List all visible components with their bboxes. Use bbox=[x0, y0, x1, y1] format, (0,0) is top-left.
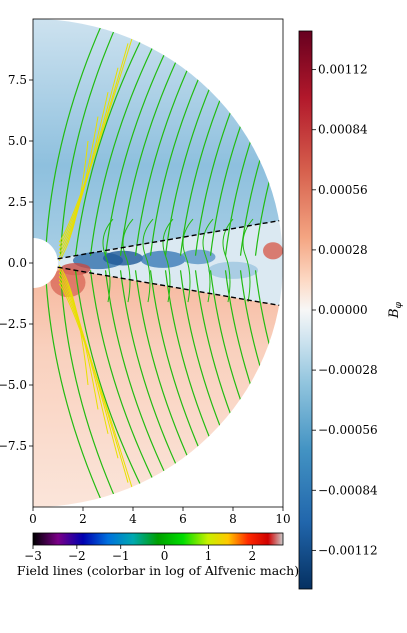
colorbar-bphi-tick-label: −0.00084 bbox=[318, 483, 378, 497]
x-tick-label: 6 bbox=[179, 512, 187, 526]
field-line bbox=[202, 218, 214, 303]
y-tick-label: 0.0 bbox=[8, 256, 27, 270]
field-line bbox=[58, 67, 119, 250]
colorbar-bphi-tick-label: −0.00028 bbox=[318, 363, 378, 377]
field-line bbox=[58, 276, 119, 459]
field-line bbox=[122, 218, 134, 303]
field-line bbox=[254, 19, 283, 256]
y-tick-label: −2.5 bbox=[0, 317, 27, 331]
disk-patch bbox=[140, 250, 186, 268]
field-line bbox=[58, 19, 139, 243]
field-line bbox=[59, 19, 129, 256]
disk-patch bbox=[263, 242, 283, 260]
x-tick-label: 4 bbox=[129, 512, 137, 526]
disk-boundary-lower bbox=[57, 266, 280, 307]
y-axis: 7.5 5.0 2.5 0.0 −2.5 −5.0 −7.5 bbox=[0, 73, 33, 453]
colorbar-mach-tick-label: 0 bbox=[161, 549, 169, 563]
colorbar-mach-gradient bbox=[32, 532, 284, 546]
colorbar-mach-ticks: −3 −2 −1 0 1 2 bbox=[24, 545, 256, 563]
colorbar-bphi-tick-label: 0.00028 bbox=[318, 243, 368, 257]
x-tick-label: 10 bbox=[275, 512, 290, 526]
colorbar-mach-tick-label: −2 bbox=[68, 549, 86, 563]
y-tick-label: 2.5 bbox=[8, 195, 27, 209]
colorbar-bphi-label: Bφ bbox=[387, 301, 404, 319]
y-tick-label: −5.0 bbox=[0, 378, 27, 392]
colorbar-bphi-ticks: 0.00112 0.00084 0.00056 0.00028 0.00000 −0.00… bbox=[312, 63, 378, 557]
field-line bbox=[182, 218, 194, 303]
y-tick-label: 7.5 bbox=[8, 73, 27, 87]
y-tick-label: 5.0 bbox=[8, 134, 27, 148]
field-line bbox=[242, 218, 254, 303]
field-line bbox=[44, 19, 114, 256]
colorbar-bphi-tick-label: 0.00084 bbox=[318, 123, 368, 137]
colorbar-mach-tick-label: −1 bbox=[112, 549, 130, 563]
colorbar-bphi-tick-label: 0.00112 bbox=[318, 63, 368, 77]
disk-patch bbox=[208, 261, 258, 279]
colorbar-bphi-gradient bbox=[298, 30, 313, 590]
field-line bbox=[44, 270, 114, 507]
x-tick-label: 8 bbox=[229, 512, 237, 526]
field-line bbox=[142, 218, 154, 303]
x-tick-label: 0 bbox=[29, 512, 37, 526]
x-axis: 0 2 4 6 8 10 bbox=[29, 507, 291, 526]
colorbar-mach-tick-label: −3 bbox=[24, 549, 42, 563]
field-line bbox=[102, 218, 114, 303]
colorbar-bphi-tick-label: 0.00000 bbox=[318, 303, 368, 317]
field-line bbox=[58, 43, 129, 247]
disk-patch bbox=[103, 250, 143, 266]
field-line bbox=[254, 270, 283, 507]
colorbar-bphi-tick-label: −0.00056 bbox=[318, 423, 378, 437]
colorbar-alfvenic-mach: −3 −2 −1 0 1 2 Field lines (colorbar in log o… bbox=[17, 532, 299, 578]
colorbar-mach-tick-label: 1 bbox=[205, 549, 213, 563]
colorbar-bphi-tick-label: 0.00056 bbox=[318, 183, 368, 197]
colorbar-bphi: 0.00112 0.00084 0.00056 0.00028 0.00000 −0.00… bbox=[298, 30, 404, 590]
colorbar-mach-label: Field lines (colorbar in log of Alfvenic… bbox=[17, 563, 299, 578]
disk-boundary-upper bbox=[57, 219, 280, 260]
colorbar-mach-tick-label: 2 bbox=[248, 549, 256, 563]
colorbar-bphi-tick-label: −0.00112 bbox=[318, 543, 378, 557]
x-tick-label: 2 bbox=[79, 512, 87, 526]
field-line bbox=[58, 279, 129, 483]
field-line bbox=[59, 270, 129, 507]
y-tick-label: −7.5 bbox=[0, 439, 27, 453]
main-plot: 0 2 4 6 8 10 7.5 5.0 2.5 0.0 −2.5 −5.0 −7.5 bbox=[0, 18, 291, 526]
field-line bbox=[58, 283, 139, 507]
